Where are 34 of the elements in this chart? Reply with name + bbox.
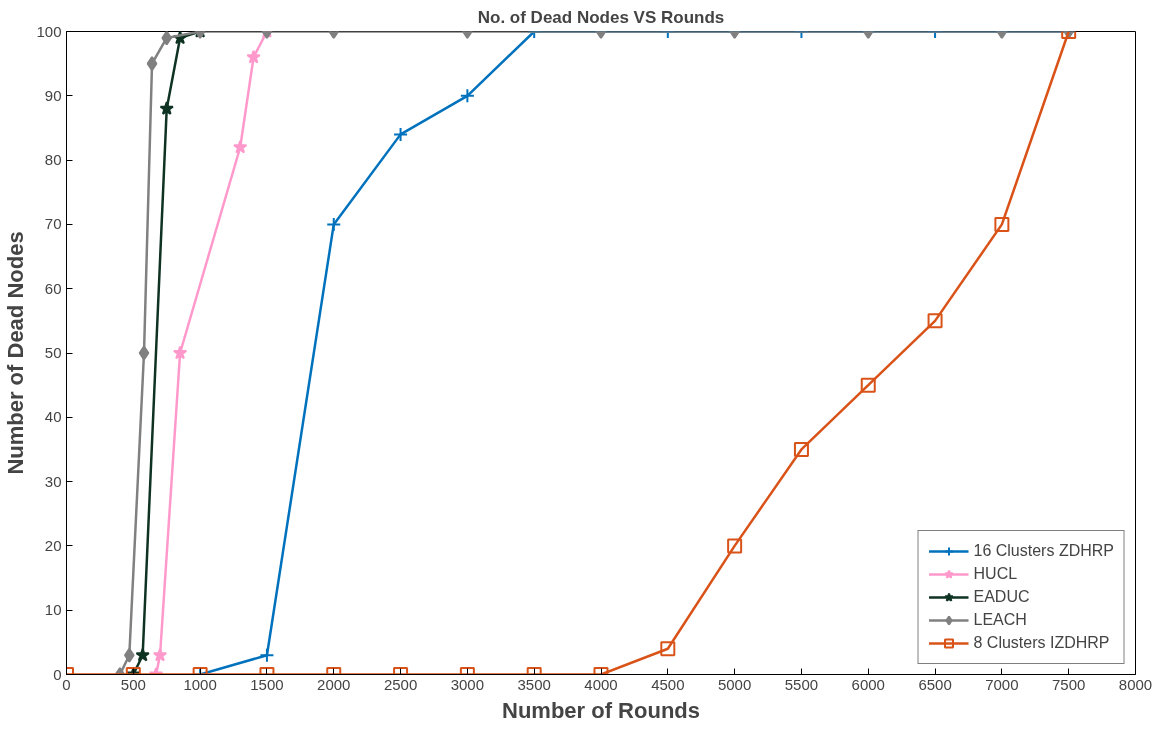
x-tick-label: 5000 — [717, 675, 752, 693]
y-tick-label: 100 — [36, 22, 62, 40]
x-tick-label: 7500 — [1052, 675, 1086, 693]
x-tick-label: 7000 — [985, 675, 1019, 693]
legend-label: EADUC — [973, 588, 1030, 606]
y-tick-label: 50 — [44, 344, 62, 361]
legend-label: 16 Clusters ZDHRP — [973, 542, 1114, 560]
legend-label: HUCL — [973, 565, 1018, 583]
x-axis-title: Number of Rounds — [502, 697, 701, 723]
y-tick-label: 90 — [44, 86, 62, 104]
x-tick-label: 500 — [120, 675, 146, 693]
y-tick-label: 10 — [44, 601, 62, 619]
x-tick-label: 1500 — [250, 675, 284, 693]
x-tick-label: 3000 — [450, 675, 485, 693]
y-tick-label: 80 — [44, 151, 62, 169]
x-tick-label: 2500 — [383, 675, 418, 693]
x-tick-label: 4000 — [584, 675, 618, 693]
x-tick-label: 3500 — [517, 675, 551, 693]
x-tick-label: 6000 — [851, 675, 885, 693]
legend-label: LEACH — [973, 611, 1027, 629]
x-tick-label: 5500 — [784, 675, 819, 693]
legend-label: 8 Clusters IZDHRP — [973, 634, 1110, 652]
x-tick-label: 8000 — [1118, 675, 1153, 693]
y-tick-label: 70 — [44, 215, 62, 233]
y-tick-label: 20 — [44, 536, 62, 554]
x-tick-label: 6500 — [918, 675, 952, 693]
y-tick-label: 60 — [44, 279, 62, 297]
y-tick-label: 40 — [44, 408, 62, 426]
y-tick-label: 30 — [44, 472, 62, 490]
x-tick-label: 1000 — [183, 675, 217, 693]
x-tick-label: 2000 — [317, 675, 351, 693]
x-tick-label: 4500 — [651, 675, 685, 693]
chart-title: No. of Dead Nodes VS Rounds — [477, 7, 725, 27]
y-axis-title: Number of Dead Nodes — [3, 231, 29, 475]
